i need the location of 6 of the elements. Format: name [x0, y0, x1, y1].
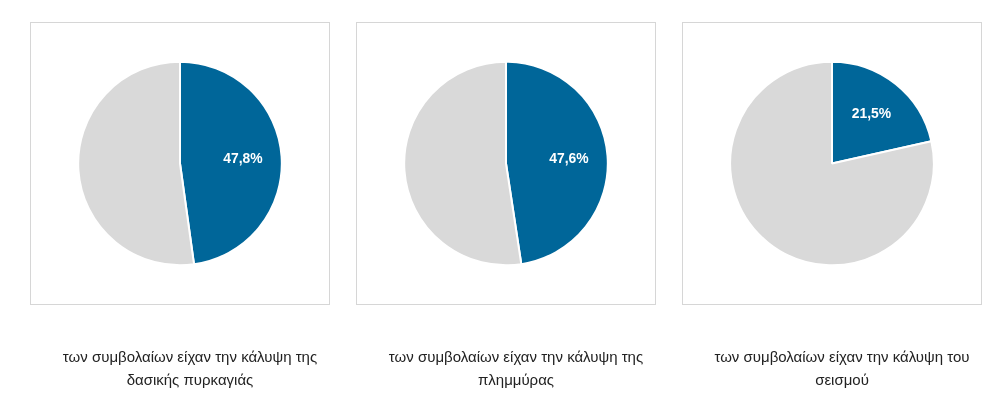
text: των συμβολαίων είχαν την κάλυψη του σεισμού — [713, 347, 971, 390]
data-label: 47,6% — [549, 149, 589, 166]
data-label: 47,8% — [223, 149, 263, 166]
text: των συμβολαίων είχαν την κάλυψη της πλημμύρας — [387, 347, 645, 390]
data-label: 21,5% — [851, 105, 892, 122]
text: των συμβολαίων είχαν την κάλυψη της δασικής πυρκαγιάς — [61, 347, 319, 390]
